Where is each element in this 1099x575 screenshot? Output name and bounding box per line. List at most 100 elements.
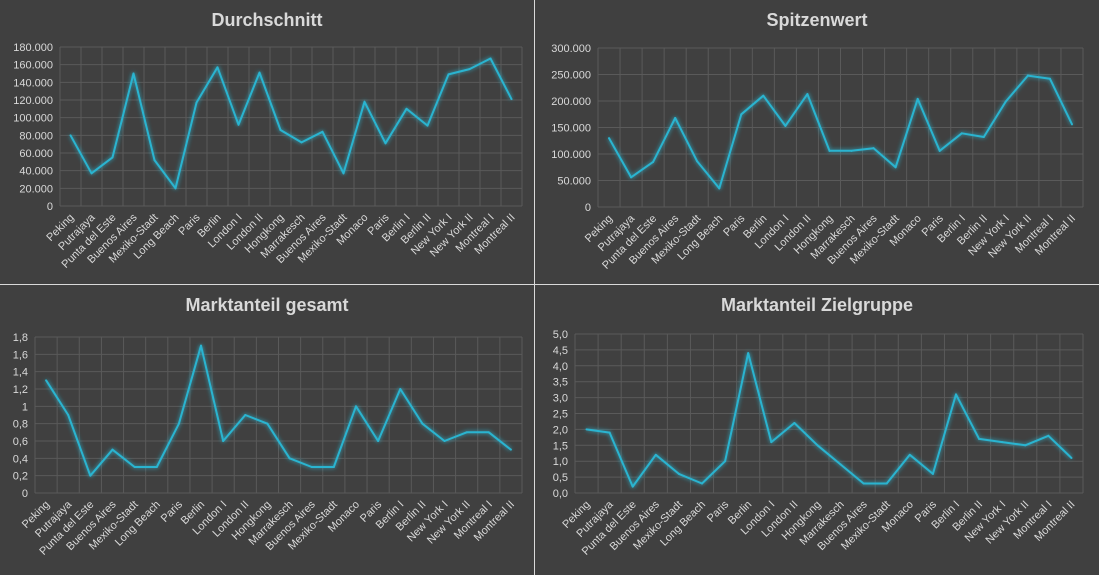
y-tick-label: 1,0 <box>553 456 568 468</box>
data-point <box>828 149 831 152</box>
y-tick-label: 1,8 <box>13 332 28 344</box>
data-point <box>1048 77 1051 80</box>
y-tick-label: 3,5 <box>553 377 568 389</box>
data-point <box>237 123 240 126</box>
data-point <box>1004 100 1007 103</box>
data-point <box>652 160 655 163</box>
y-tick-label: 1 <box>22 401 28 413</box>
data-point <box>266 422 269 425</box>
data-point <box>195 101 198 104</box>
y-tick-label: 0 <box>47 201 53 213</box>
chart-panel-durchschnitt: Durchschnitt 0 20.000 40.000 60.000 80.000 10… <box>0 0 535 285</box>
chart-title: Marktanteil Zielgruppe <box>720 295 914 315</box>
y-tick-label: 160.000 <box>13 60 53 72</box>
data-point <box>585 428 588 431</box>
chart-title: Spitzenwert <box>766 10 868 30</box>
y-tick-label: 0 <box>585 202 591 214</box>
chart-svg-durchschnitt: 0 20.000 40.000 60.000 80.000 100.000 120.000 1… <box>13 42 523 271</box>
data-point <box>1070 457 1073 460</box>
data-point <box>421 422 424 425</box>
data-point <box>384 142 387 145</box>
data-point <box>321 130 324 133</box>
chart-panel-marktanteil-gesamt: Marktanteil gesamt 0 0,2 0,4 0,6 0,8 1 1,2 1,4 1… <box>0 285 535 575</box>
data-point <box>399 388 402 390</box>
y-tick-label: 0,0 <box>553 488 568 500</box>
data-point <box>931 472 934 475</box>
data-point <box>740 113 743 116</box>
y-tick-label: 3,0 <box>553 393 568 405</box>
data-point <box>839 463 842 466</box>
chart-svg-spitzenwert: 0 50.000 100.000 150.000 200.000 250.000 300.0… <box>551 43 1084 272</box>
data-point <box>630 176 633 179</box>
y-tick-label: 200.000 <box>551 96 591 108</box>
y-tick-label: 4,0 <box>553 361 568 373</box>
data-point <box>468 68 471 71</box>
data-point <box>701 482 703 485</box>
data-point <box>1047 434 1050 437</box>
data-point <box>784 124 787 127</box>
y-tick-label: 120.000 <box>13 95 53 107</box>
y-tick-label: 140.000 <box>13 77 53 89</box>
y-tick-label: 4,5 <box>553 345 568 357</box>
y-tick-label: 1,6 <box>13 349 28 361</box>
data-point <box>300 141 303 144</box>
y-tick-label: 0,2 <box>13 471 28 483</box>
data-point <box>489 57 492 60</box>
data-point <box>174 187 177 190</box>
y-tick-label: 0,8 <box>13 419 28 431</box>
data-point <box>806 93 809 96</box>
data-point <box>244 414 247 416</box>
data-point <box>310 466 313 468</box>
data-point <box>916 97 919 100</box>
data-point <box>426 124 429 127</box>
data-point <box>332 466 335 468</box>
data-point <box>45 379 48 382</box>
data-point <box>354 405 357 408</box>
data-point <box>69 134 72 137</box>
data-point <box>885 482 888 485</box>
chart-panel-spitzenwert: Spitzenwert 0 50.000 100.000 150.000 200.000… <box>535 0 1099 285</box>
y-tick-label: 0,4 <box>13 453 28 465</box>
y-tick-label: 250.000 <box>551 70 591 82</box>
data-point <box>908 453 911 456</box>
chart-svg-marktanteil-gesamt: 00,20,40,60,811,21,41,61,8PekingPutrajay… <box>13 332 523 558</box>
series-line <box>608 74 1073 190</box>
y-tick-label: 80.000 <box>19 130 53 142</box>
data-point <box>978 437 981 440</box>
data-point <box>862 482 865 485</box>
data-point <box>938 149 941 152</box>
y-tick-label: 40.000 <box>19 166 53 178</box>
y-tick-label: 0,5 <box>553 472 568 484</box>
y-tick-label: 150.000 <box>551 123 591 135</box>
data-point <box>654 453 657 456</box>
data-point <box>677 472 680 475</box>
data-point <box>222 440 225 442</box>
data-point <box>894 166 897 169</box>
y-tick-label: 20.000 <box>19 183 53 195</box>
series-line <box>45 344 512 477</box>
data-point <box>377 440 380 442</box>
data-point <box>363 100 366 103</box>
data-point <box>770 441 773 444</box>
data-point <box>132 72 135 75</box>
data-point <box>816 444 819 447</box>
data-point <box>718 187 721 190</box>
data-point <box>631 485 634 488</box>
data-point <box>465 431 468 434</box>
data-point <box>762 94 765 97</box>
y-tick-label: 0 <box>22 488 28 500</box>
data-point <box>67 414 70 416</box>
data-point <box>342 172 345 175</box>
y-tick-label: 300.000 <box>551 43 591 55</box>
data-point <box>258 71 261 74</box>
y-tick-label: 100.000 <box>13 113 53 125</box>
data-point <box>793 422 796 425</box>
data-point <box>153 159 156 162</box>
data-point <box>216 66 219 69</box>
data-point <box>509 448 512 451</box>
data-point <box>447 73 450 76</box>
series-line <box>586 352 1073 488</box>
data-point <box>696 160 699 163</box>
data-point <box>111 448 114 451</box>
data-point <box>724 460 727 463</box>
